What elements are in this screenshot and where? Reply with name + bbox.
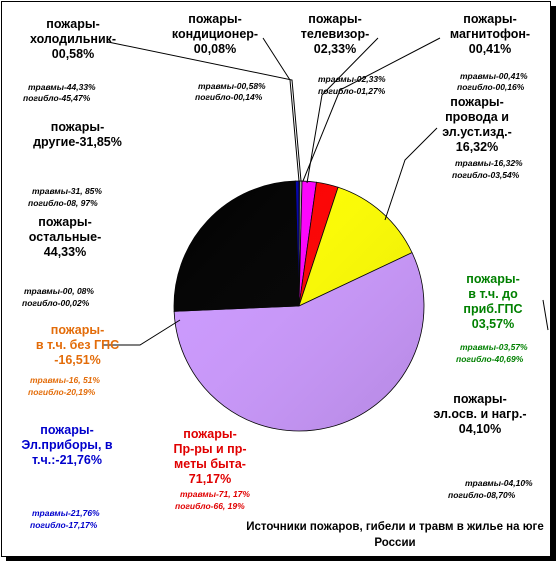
label-prov-value: 16,32% xyxy=(455,140,499,154)
label-tv: пожары- телевизор- 02,33% xyxy=(290,12,380,57)
label-elosv-line1: пожары- xyxy=(453,392,507,406)
pie-shading xyxy=(174,181,424,431)
label-other: пожары- другие-31,85% xyxy=(20,120,135,150)
label-other-line1: пожары- xyxy=(50,120,105,134)
leader-line-tv xyxy=(306,37,379,184)
sub-elpr-inj: травмы-21,76% xyxy=(32,508,100,518)
label-rest: пожары- остальные- 44,33% xyxy=(15,215,115,260)
label-prov-line2: провода и xyxy=(445,110,509,124)
label-kond-line1: пожары- xyxy=(188,12,242,26)
sub-pr-death: погибло-66, 19% xyxy=(175,501,245,511)
label-hol-line1: пожары- xyxy=(46,17,100,31)
label-hol: пожары- холодильник- 00,58% xyxy=(18,17,128,62)
leader-lines xyxy=(103,37,549,346)
sub-hol-death: погибло-45,47% xyxy=(23,93,91,103)
sub-rest-death: погибло-00,02% xyxy=(22,298,90,308)
label-magn: пожары- магнитофон- 00,41% xyxy=(440,12,540,57)
label-gps: пожары- в т.ч. до приб.ГПС 03,57% xyxy=(448,272,538,332)
label-elpr-line2: Эл.приборы, в xyxy=(21,438,113,452)
sub-other-death: погибло-08, 97% xyxy=(28,198,98,208)
sub-elosv-death: погибло-08,70% xyxy=(448,490,516,500)
sub-kond-inj: травмы-00,58% xyxy=(198,81,266,91)
sub-gps-inj: травмы-03,57% xyxy=(460,342,528,352)
label-rest-line1: пожары- xyxy=(38,215,92,229)
label-magn-line2: магнитофон- xyxy=(449,27,531,41)
frame-shadow-bottom xyxy=(6,556,556,561)
sub-gps-death: погибло-40,69% xyxy=(456,354,524,364)
label-pr-value: 71,17% xyxy=(188,472,232,486)
label-gps-line2: в т.ч. до xyxy=(468,287,518,301)
sub-other-inj: травмы-31, 85% xyxy=(32,186,102,196)
label-tv-line2: телевизор- xyxy=(300,27,370,41)
label-pr-line2: Пр-ры и пр- xyxy=(173,442,247,456)
label-nogps-line1: пожары- xyxy=(50,323,105,337)
label-hol-value: 00,58% xyxy=(51,47,95,61)
leader-line-nogps xyxy=(103,319,181,346)
label-nogps-line2: в т.ч. без ГПС xyxy=(35,338,120,352)
sub-nogps-inj: травмы-16, 51% xyxy=(30,375,100,385)
leader-line-magn xyxy=(302,37,441,182)
sub-nogps-death: погибло-20,19% xyxy=(28,387,96,397)
sub-pr-inj: травмы-71, 17% xyxy=(180,489,250,499)
label-gps-line3: приб.ГПС xyxy=(463,302,523,316)
label-prov-line3: эл.уст.изд.- xyxy=(442,125,512,139)
label-elpr: пожары- Эл.приборы, в т.ч.:-21,76% xyxy=(12,423,122,468)
label-tv-line1: пожары- xyxy=(308,12,362,26)
label-rest-value: 44,33% xyxy=(43,245,87,259)
sub-elosv-inj: травмы-04,10% xyxy=(465,478,533,488)
label-elosv-line2: эл.осв. и нагр.- xyxy=(433,407,527,421)
label-tv-value: 02,33% xyxy=(313,42,357,56)
label-gps-line1: пожары- xyxy=(466,272,520,286)
label-pr-line3: меты быта- xyxy=(174,457,246,471)
sub-magn-death: погибло-00,16% xyxy=(457,82,525,92)
chart-title: Источники пожаров, гибели и травм в жиль… xyxy=(246,521,544,549)
label-magn-line1: пожары- xyxy=(463,12,517,26)
label-other-value: другие-31,85% xyxy=(33,135,122,149)
leader-line-gps xyxy=(542,299,549,331)
sub-kond-death: погибло-00,14% xyxy=(195,92,263,102)
sub-magn-inj: травмы-00,41% xyxy=(460,71,528,81)
pie-slices xyxy=(173,180,425,432)
label-kond-line2: кондиционер- xyxy=(171,27,259,41)
sub-elpr-death: погибло-17,17% xyxy=(30,520,98,530)
sub-tv-inj: травмы-02,33% xyxy=(318,74,386,84)
label-rest-line2: остальные- xyxy=(28,230,102,244)
label-nogps-value: -16,51% xyxy=(54,353,101,367)
sub-hol-inj: травмы-44,33% xyxy=(28,82,96,92)
label-kond-value: 00,08% xyxy=(193,42,237,56)
label-pr: пожары- Пр-ры и пр- меты быта- 71,17% xyxy=(155,427,265,487)
label-elosv: пожары- эл.осв. и нагр.- 04,10% xyxy=(425,392,535,437)
leader-line-hol xyxy=(107,41,302,182)
sub-prov-inj: травмы-16,32% xyxy=(455,158,523,168)
label-nogps: пожары- в т.ч. без ГПС -16,51% xyxy=(25,323,130,368)
sub-rest-inj: травмы-00, 08% xyxy=(24,286,94,296)
sub-tv-death: погибло-01,27% xyxy=(318,86,386,96)
sub-prov-death: погибло-03,54% xyxy=(452,170,520,180)
label-prov: пожары- провода и эл.уст.изд.- 16,32% xyxy=(432,95,522,155)
label-elpr-value: т.ч.:-21,76% xyxy=(32,453,102,467)
leader-line-prov xyxy=(384,127,438,221)
label-elpr-line1: пожары- xyxy=(40,423,94,437)
frame-shadow-right xyxy=(551,6,556,558)
label-elosv-value: 04,10% xyxy=(458,422,502,436)
label-magn-value: 00,41% xyxy=(468,42,512,56)
label-kond: пожары- кондиционер- 00,08% xyxy=(160,12,270,57)
leader-line-kond xyxy=(262,37,300,182)
label-prov-line1: пожары- xyxy=(450,95,504,109)
label-gps-value: 03,57% xyxy=(471,317,515,331)
label-hol-line2: холодильник- xyxy=(29,32,117,46)
label-pr-line1: пожары- xyxy=(183,427,237,441)
